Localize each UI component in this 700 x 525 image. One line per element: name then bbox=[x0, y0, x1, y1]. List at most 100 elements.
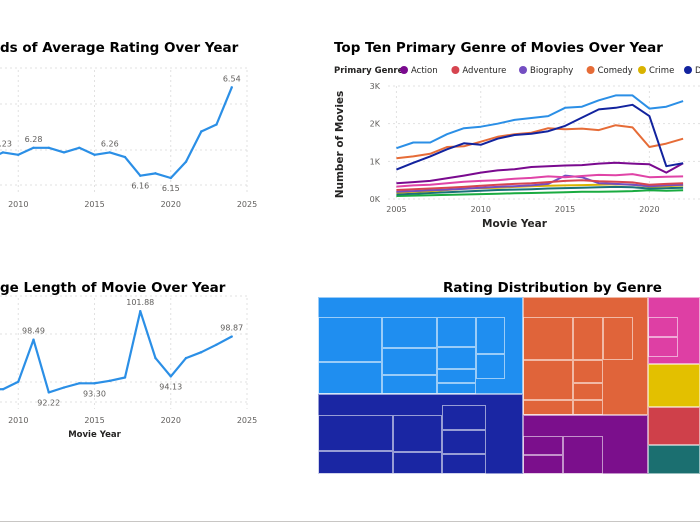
rating-point bbox=[47, 146, 50, 149]
treemap-cell-comedy[interactable] bbox=[573, 400, 603, 415]
genre-series-line-horror bbox=[396, 173, 684, 188]
length-point bbox=[200, 351, 203, 354]
length-x-axis-title: Movie Year bbox=[68, 430, 121, 440]
genre-chart-title: Top Ten Primary Genre of Movies Over Yea… bbox=[334, 40, 663, 56]
rating-data-label: 6.16 bbox=[131, 182, 149, 191]
length-data-label: 101.88 bbox=[126, 298, 154, 307]
treemap-cell-horror[interactable] bbox=[648, 337, 678, 357]
rating-chart-title: ds of Average Rating Over Year bbox=[0, 40, 239, 56]
length-point bbox=[169, 375, 172, 378]
legend-item-adventure: Adventure bbox=[462, 66, 506, 76]
treemap-group-comedy[interactable] bbox=[523, 297, 648, 415]
treemap-cell-documentary[interactable] bbox=[318, 415, 393, 451]
rating-xtick-label: 2010 bbox=[8, 200, 28, 208]
treemap-cell-drama[interactable] bbox=[437, 369, 476, 383]
length-chart-svg: 201020152020202592.5798.4992.2293.30101.… bbox=[0, 295, 257, 440]
genre-xtick-label: 2010 bbox=[471, 205, 491, 214]
genre-series-line-documentar bbox=[396, 103, 684, 171]
legend-marker-documentar bbox=[684, 66, 692, 74]
length-point bbox=[32, 338, 35, 341]
length-data-label: 98.87 bbox=[220, 324, 243, 333]
rating-point bbox=[123, 155, 127, 159]
treemap-cell-comedy[interactable] bbox=[573, 317, 603, 360]
legend-marker-comedy bbox=[586, 66, 595, 74]
genre-ytick-label: 1K bbox=[370, 157, 381, 166]
treemap-cell-drama[interactable] bbox=[318, 362, 382, 394]
treemap-cell-comedy[interactable] bbox=[573, 383, 603, 400]
legend-marker-crime bbox=[638, 66, 646, 74]
length-point bbox=[215, 343, 218, 346]
rating-point bbox=[139, 174, 142, 177]
genre-chart-panel: Top Ten Primary Genre of Movies Over Yea… bbox=[330, 38, 700, 238]
rating-point bbox=[78, 146, 81, 149]
legend-marker-action bbox=[400, 66, 408, 74]
genre-series-line-thriller bbox=[396, 185, 684, 196]
treemap-group-drama[interactable] bbox=[318, 297, 523, 394]
length-point bbox=[154, 356, 157, 360]
length-xtick-label: 2025 bbox=[237, 416, 257, 425]
genre-x-axis-title: Movie Year bbox=[482, 218, 548, 230]
rating-point bbox=[32, 146, 35, 149]
treemap-cell-drama[interactable] bbox=[382, 317, 437, 348]
length-point bbox=[1, 388, 5, 391]
genre-xtick-label: 2020 bbox=[639, 205, 659, 214]
length-point bbox=[230, 335, 233, 338]
dist-chart-title: Rating Distribution by Genre bbox=[443, 280, 662, 296]
treemap-cell-drama[interactable] bbox=[382, 375, 437, 394]
treemap-cell-comedy[interactable] bbox=[573, 360, 603, 383]
treemap-cell-comedy[interactable] bbox=[523, 360, 573, 400]
treemap-group-thriller[interactable] bbox=[648, 445, 700, 474]
length-point bbox=[123, 376, 127, 379]
treemap-cell-documentary[interactable] bbox=[393, 415, 442, 452]
rating-data-label: 6.28 bbox=[25, 135, 43, 144]
treemap-cell-action[interactable] bbox=[523, 436, 563, 455]
genre-chart-svg: Primary Genre Action Adventure Biography Com… bbox=[334, 66, 700, 230]
treemap-cell-drama[interactable] bbox=[437, 347, 476, 369]
length-point bbox=[108, 379, 111, 383]
treemap-cell-action[interactable] bbox=[523, 455, 563, 474]
length-chart-title: ge Length of Movie Over Year bbox=[0, 280, 226, 296]
treemap-group-documentary[interactable] bbox=[318, 394, 523, 474]
genre-xtick-label: 2005 bbox=[386, 205, 406, 214]
treemap-group-adventure[interactable] bbox=[648, 407, 700, 445]
treemap-cell-drama[interactable] bbox=[437, 383, 476, 394]
genre-ytick-label: 2K bbox=[370, 120, 381, 129]
rating-point bbox=[17, 153, 20, 156]
treemap-cell-action[interactable] bbox=[563, 436, 603, 474]
rating-point bbox=[93, 153, 96, 156]
length-xtick-label: 2010 bbox=[8, 416, 28, 425]
treemap-cell-documentary[interactable] bbox=[442, 454, 486, 474]
treemap-group-horror[interactable] bbox=[648, 297, 700, 364]
treemap-group-crime[interactable] bbox=[648, 364, 700, 407]
genre-series-line-action bbox=[396, 161, 684, 185]
genre-y-axis-title: Number of Movies bbox=[334, 91, 346, 199]
length-xtick-label: 2020 bbox=[161, 416, 181, 425]
treemap-cell-documentary[interactable] bbox=[442, 405, 486, 430]
treemap-cell-documentary[interactable] bbox=[318, 451, 393, 474]
treemap-cell-comedy[interactable] bbox=[523, 400, 573, 415]
rating-treemap bbox=[318, 297, 700, 474]
length-point bbox=[184, 356, 188, 360]
treemap-cell-comedy[interactable] bbox=[523, 317, 573, 360]
length-line bbox=[0, 310, 233, 394]
genre-series-line-adventure bbox=[396, 179, 684, 191]
treemap-cell-documentary[interactable] bbox=[442, 430, 486, 454]
treemap-cell-drama[interactable] bbox=[437, 317, 476, 347]
legend-item-crime: Crime bbox=[649, 66, 674, 76]
treemap-cell-comedy[interactable] bbox=[603, 317, 633, 360]
treemap-cell-drama[interactable] bbox=[318, 317, 382, 362]
treemap-cell-drama[interactable] bbox=[476, 354, 505, 379]
page-divider bbox=[0, 521, 700, 522]
length-chart-panel: ge Length of Movie Over Year 2010 2015 202… bbox=[0, 278, 300, 448]
treemap-cell-drama[interactable] bbox=[476, 317, 505, 354]
rating-data-label: 6.15 bbox=[162, 184, 180, 193]
rating-data-label: 6.26 bbox=[101, 139, 119, 148]
rating-point bbox=[169, 176, 172, 180]
treemap-cell-horror[interactable] bbox=[648, 317, 678, 337]
legend-item-action: Action bbox=[411, 66, 438, 76]
rating-xtick-label: 2015 bbox=[84, 200, 104, 208]
treemap-cell-drama[interactable] bbox=[382, 348, 437, 375]
rating-chart-panel: ds of Average Rating Over Year 2010 2015 2… bbox=[0, 38, 300, 208]
treemap-cell-documentary[interactable] bbox=[393, 452, 442, 474]
genre-series-line-comedy bbox=[396, 124, 684, 160]
